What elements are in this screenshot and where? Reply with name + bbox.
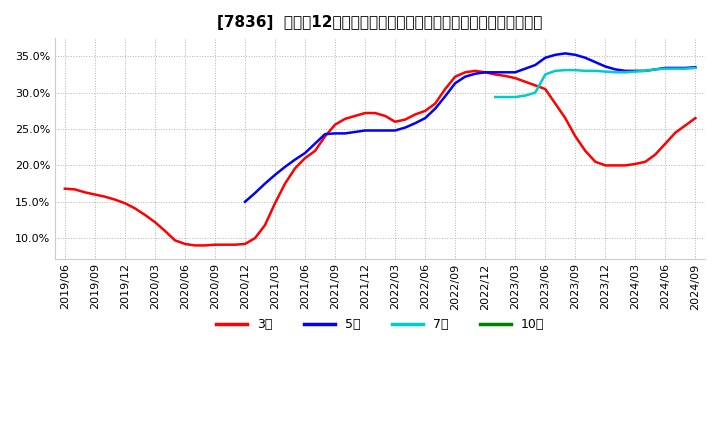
Title: [7836]  売上高12か月移動合計の対前年同期増減率の標準偏差の推移: [7836] 売上高12か月移動合計の対前年同期増減率の標準偏差の推移 <box>217 15 543 30</box>
Legend: 3年, 5年, 7年, 10年: 3年, 5年, 7年, 10年 <box>211 313 549 336</box>
